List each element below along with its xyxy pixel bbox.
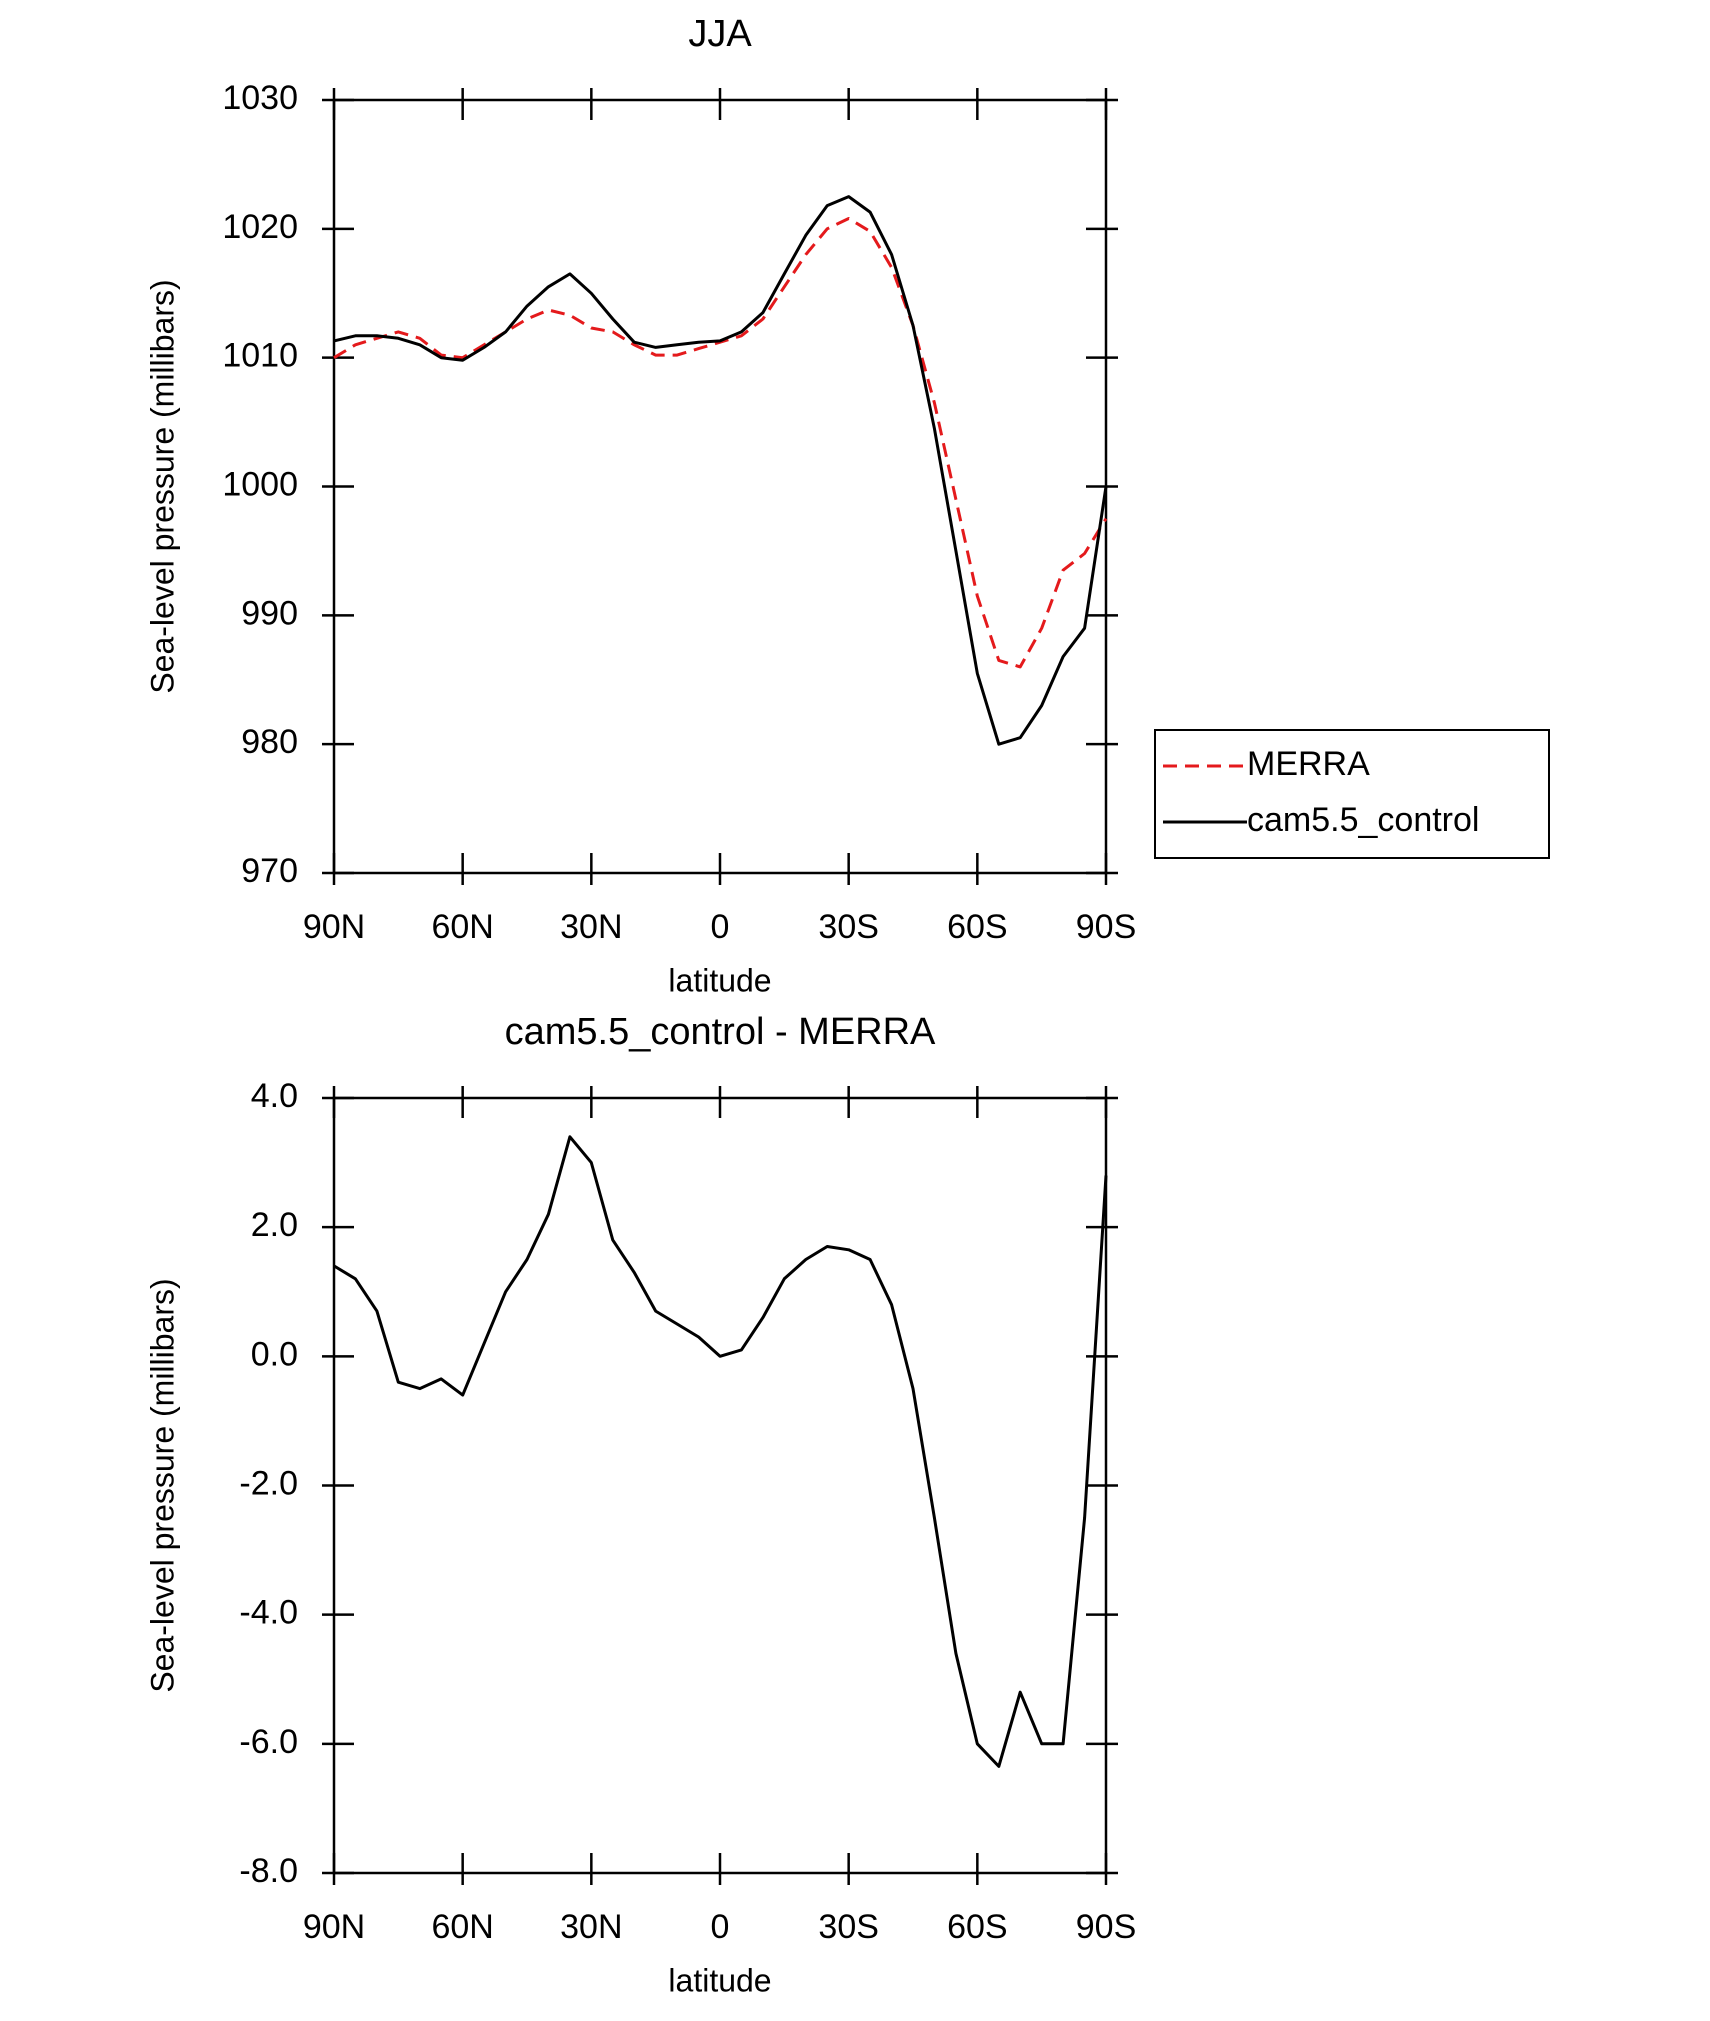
y-tick-label: -2.0 — [239, 1464, 298, 1502]
x-axis-label: latitude — [668, 1962, 771, 1998]
y-axis-label: Sea-level pressure (millibars) — [144, 1278, 180, 1692]
y-tick-label: 0.0 — [251, 1335, 298, 1373]
y-tick-label: -4.0 — [239, 1594, 298, 1632]
x-axis-label: latitude — [668, 962, 771, 998]
y-axis-label: Sea-level pressure (millibars) — [144, 279, 180, 693]
y-tick-label: 1000 — [222, 465, 298, 503]
data-line — [333, 1135, 1108, 1768]
y-tick-label: 1030 — [222, 79, 298, 117]
data-line — [333, 217, 1108, 669]
y-tick-label: 980 — [241, 723, 298, 761]
x-tick-label: 90S — [1076, 908, 1137, 946]
legend-label: cam5.5_control — [1247, 801, 1479, 839]
x-tick-label: 30N — [560, 908, 622, 946]
x-tick-label: 30S — [818, 908, 879, 946]
x-tick-label: 0 — [711, 908, 730, 946]
y-tick-label: 4.0 — [251, 1077, 298, 1115]
data-line — [333, 195, 1108, 746]
plot-frame — [332, 1096, 1108, 1875]
legend-label: MERRA — [1247, 745, 1370, 783]
plot-frame — [332, 98, 1108, 875]
legend-box — [1154, 729, 1550, 859]
y-tick-label: -6.0 — [239, 1723, 298, 1761]
x-tick-label: 60S — [947, 908, 1008, 946]
x-tick-label: 90S — [1076, 1908, 1137, 1946]
y-tick-label: 1010 — [222, 337, 298, 375]
x-tick-label: 30N — [560, 1908, 622, 1946]
y-tick-label: 970 — [241, 852, 298, 890]
x-tick-label: 90N — [303, 1908, 365, 1946]
chart-title: cam5.5_control - MERRA — [505, 1011, 936, 1053]
y-tick-label: 1020 — [222, 208, 298, 246]
y-tick-label: 2.0 — [251, 1206, 298, 1244]
x-tick-label: 90N — [303, 908, 365, 946]
x-tick-label: 60S — [947, 1908, 1008, 1946]
y-tick-label: -8.0 — [239, 1852, 298, 1890]
chart-title: JJA — [688, 13, 752, 55]
y-tick-label: 990 — [241, 594, 298, 632]
x-tick-label: 60N — [431, 1908, 493, 1946]
x-tick-label: 30S — [818, 1908, 879, 1946]
x-tick-label: 60N — [431, 908, 493, 946]
x-tick-label: 0 — [711, 1908, 730, 1946]
